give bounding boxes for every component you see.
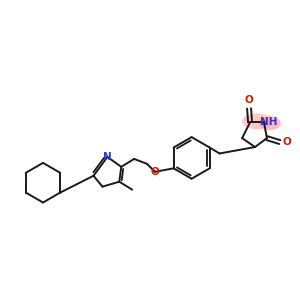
Text: N: N (103, 152, 112, 162)
Text: O: O (151, 167, 159, 177)
Text: NH: NH (260, 117, 278, 127)
Text: O: O (245, 95, 254, 105)
Ellipse shape (242, 113, 272, 129)
Ellipse shape (259, 116, 281, 130)
Text: O: O (283, 137, 292, 147)
